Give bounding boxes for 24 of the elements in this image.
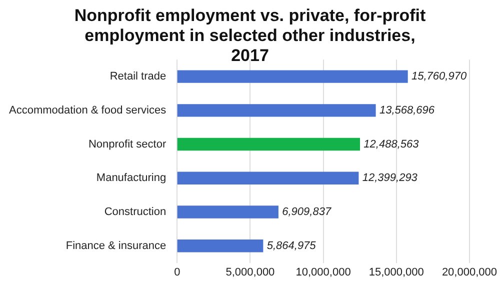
data-label: 15,760,970 [412, 70, 468, 83]
data-label: 13,568,696 [379, 104, 436, 116]
x-tick-label: 15,000,000 [368, 266, 424, 278]
y-tick-label: Retail trade [110, 70, 166, 83]
bar [177, 104, 376, 117]
x-tick-label: 0 [174, 266, 180, 278]
data-label: 6,909,837 [282, 206, 332, 218]
data-label: 12,488,563 [364, 138, 420, 150]
y-tick-label: Manufacturing [96, 172, 166, 184]
x-tick-label: 10,000,000 [296, 266, 351, 278]
y-tick-label: Nonprofit sector [88, 138, 166, 150]
bar [177, 240, 264, 252]
bar [177, 138, 360, 151]
chart-title: Nonprofit employment vs. private, for-profit employment in selected other industries, 2017 [73, 6, 427, 65]
bar [177, 206, 278, 218]
y-tick-label: Construction [104, 206, 166, 218]
y-tick-label: Accommodation & food services [8, 104, 167, 116]
bar [177, 70, 408, 83]
x-tick-label: 20,000,000 [442, 266, 498, 278]
x-tick-label: 5,000,000 [226, 266, 275, 278]
data-label: 5,864,975 [266, 240, 317, 252]
y-tick-label: Finance & insurance [66, 240, 166, 252]
bar [177, 172, 359, 184]
data-label: 12,399,293 [362, 172, 418, 184]
